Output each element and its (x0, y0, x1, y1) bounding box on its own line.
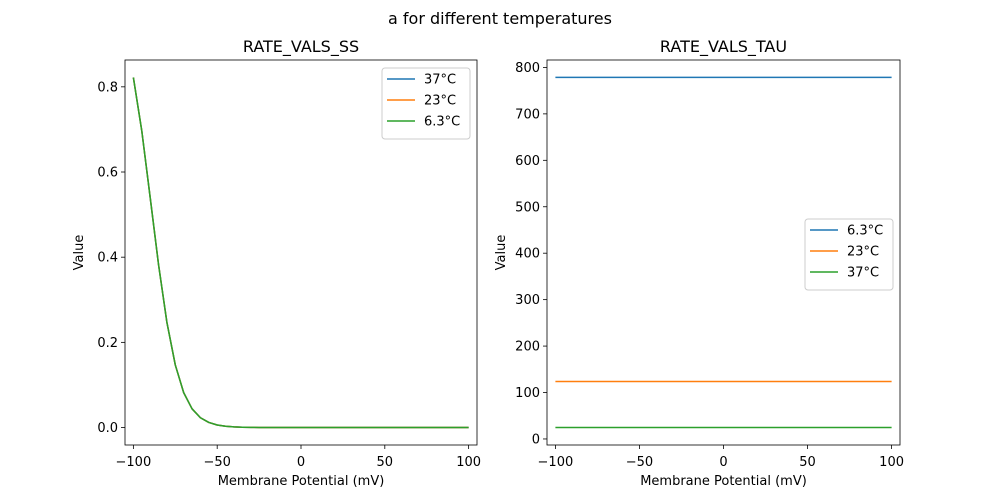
x-tick-label: −50 (203, 455, 230, 470)
legend-label: 6.3°C (424, 115, 460, 130)
legend-label: 37°C (424, 73, 456, 88)
x-axis-label: Membrane Potential (mV) (218, 474, 385, 489)
y-tick-label: 600 (515, 154, 540, 169)
chart-rate-vals-tau: −100 −50 0 50 100 0 100 200 300 400 500 600 700 800 RA… (494, 37, 904, 489)
y-tick-label: 0.2 (97, 336, 118, 351)
x-tick-label: 50 (799, 455, 816, 470)
y-tick-label: 100 (515, 386, 540, 401)
x-tick-label: 100 (456, 455, 481, 470)
y-tick-label: 500 (515, 200, 540, 215)
legend-label: 23°C (424, 94, 456, 109)
chart-title: RATE_VALS_TAU (660, 37, 787, 57)
y-tick-label: 400 (515, 247, 540, 262)
y-tick-label: 0.0 (97, 421, 118, 436)
legend: 37°C 23°C 6.3°C (381, 67, 471, 140)
legend-label: 37°C (847, 266, 879, 281)
figure-suptitle: a for different temperatures (388, 9, 612, 28)
series-line-2 (132, 77, 469, 429)
y-axis-label: Value (494, 235, 509, 271)
x-tick-label: −100 (116, 455, 152, 470)
x-tick-label: 0 (719, 455, 727, 470)
y-tick-label: 700 (515, 107, 540, 122)
y-tick-label: 300 (515, 293, 540, 308)
x-tick-label: 100 (879, 455, 904, 470)
legend-label: 23°C (847, 245, 879, 260)
y-axis-label: Value (72, 235, 87, 271)
x-tick-label: −50 (626, 455, 653, 470)
y-tick-label: 0.6 (97, 166, 118, 181)
x-tick-label: 0 (297, 455, 305, 470)
y-tick-label: 0.4 (97, 251, 118, 266)
x-axis-label: Membrane Potential (mV) (640, 474, 807, 489)
legend: 6.3°C 23°C 37°C (804, 218, 894, 291)
y-tick-label: 200 (515, 340, 540, 355)
y-tick-label: 0.8 (97, 80, 118, 95)
chart-rate-vals-ss: −100 −50 0 50 100 0.0 0.2 0.4 0.6 0.8 RATE_VALS_SS… (72, 37, 481, 489)
legend-label: 6.3°C (847, 224, 883, 239)
x-tick-label: 50 (377, 455, 394, 470)
y-tick-label: 800 (515, 61, 540, 76)
x-tick-label: −100 (538, 455, 574, 470)
y-tick-label: 0 (532, 432, 540, 447)
chart-title: RATE_VALS_SS (243, 37, 359, 57)
